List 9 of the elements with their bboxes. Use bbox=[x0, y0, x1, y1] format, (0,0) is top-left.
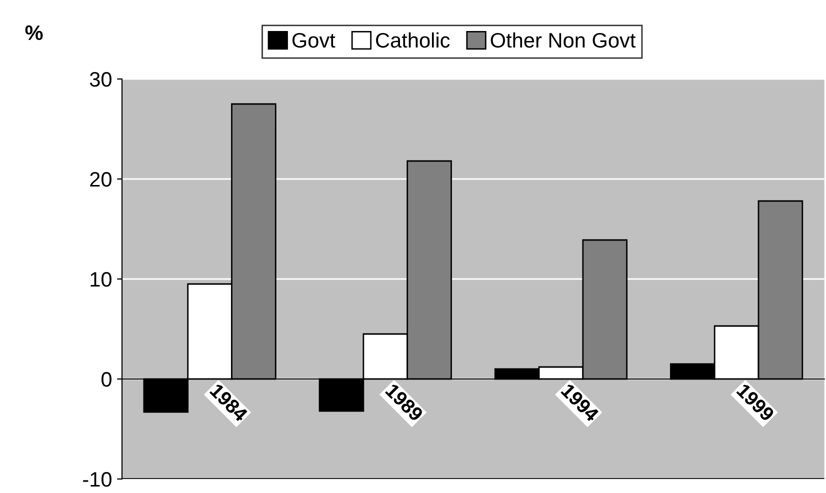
legend-label: Govt bbox=[292, 32, 336, 48]
legend-label: Other Non Govt bbox=[490, 32, 636, 48]
y-tick-label: 0 bbox=[102, 372, 112, 387]
y-tick-label: 30 bbox=[90, 72, 112, 87]
y-tick-label: 10 bbox=[90, 272, 112, 287]
y-tick-label: 20 bbox=[90, 172, 112, 187]
y-tick-label: -10 bbox=[83, 472, 112, 487]
legend-label: Catholic bbox=[376, 32, 450, 48]
y-axis-title: % bbox=[25, 25, 43, 40]
